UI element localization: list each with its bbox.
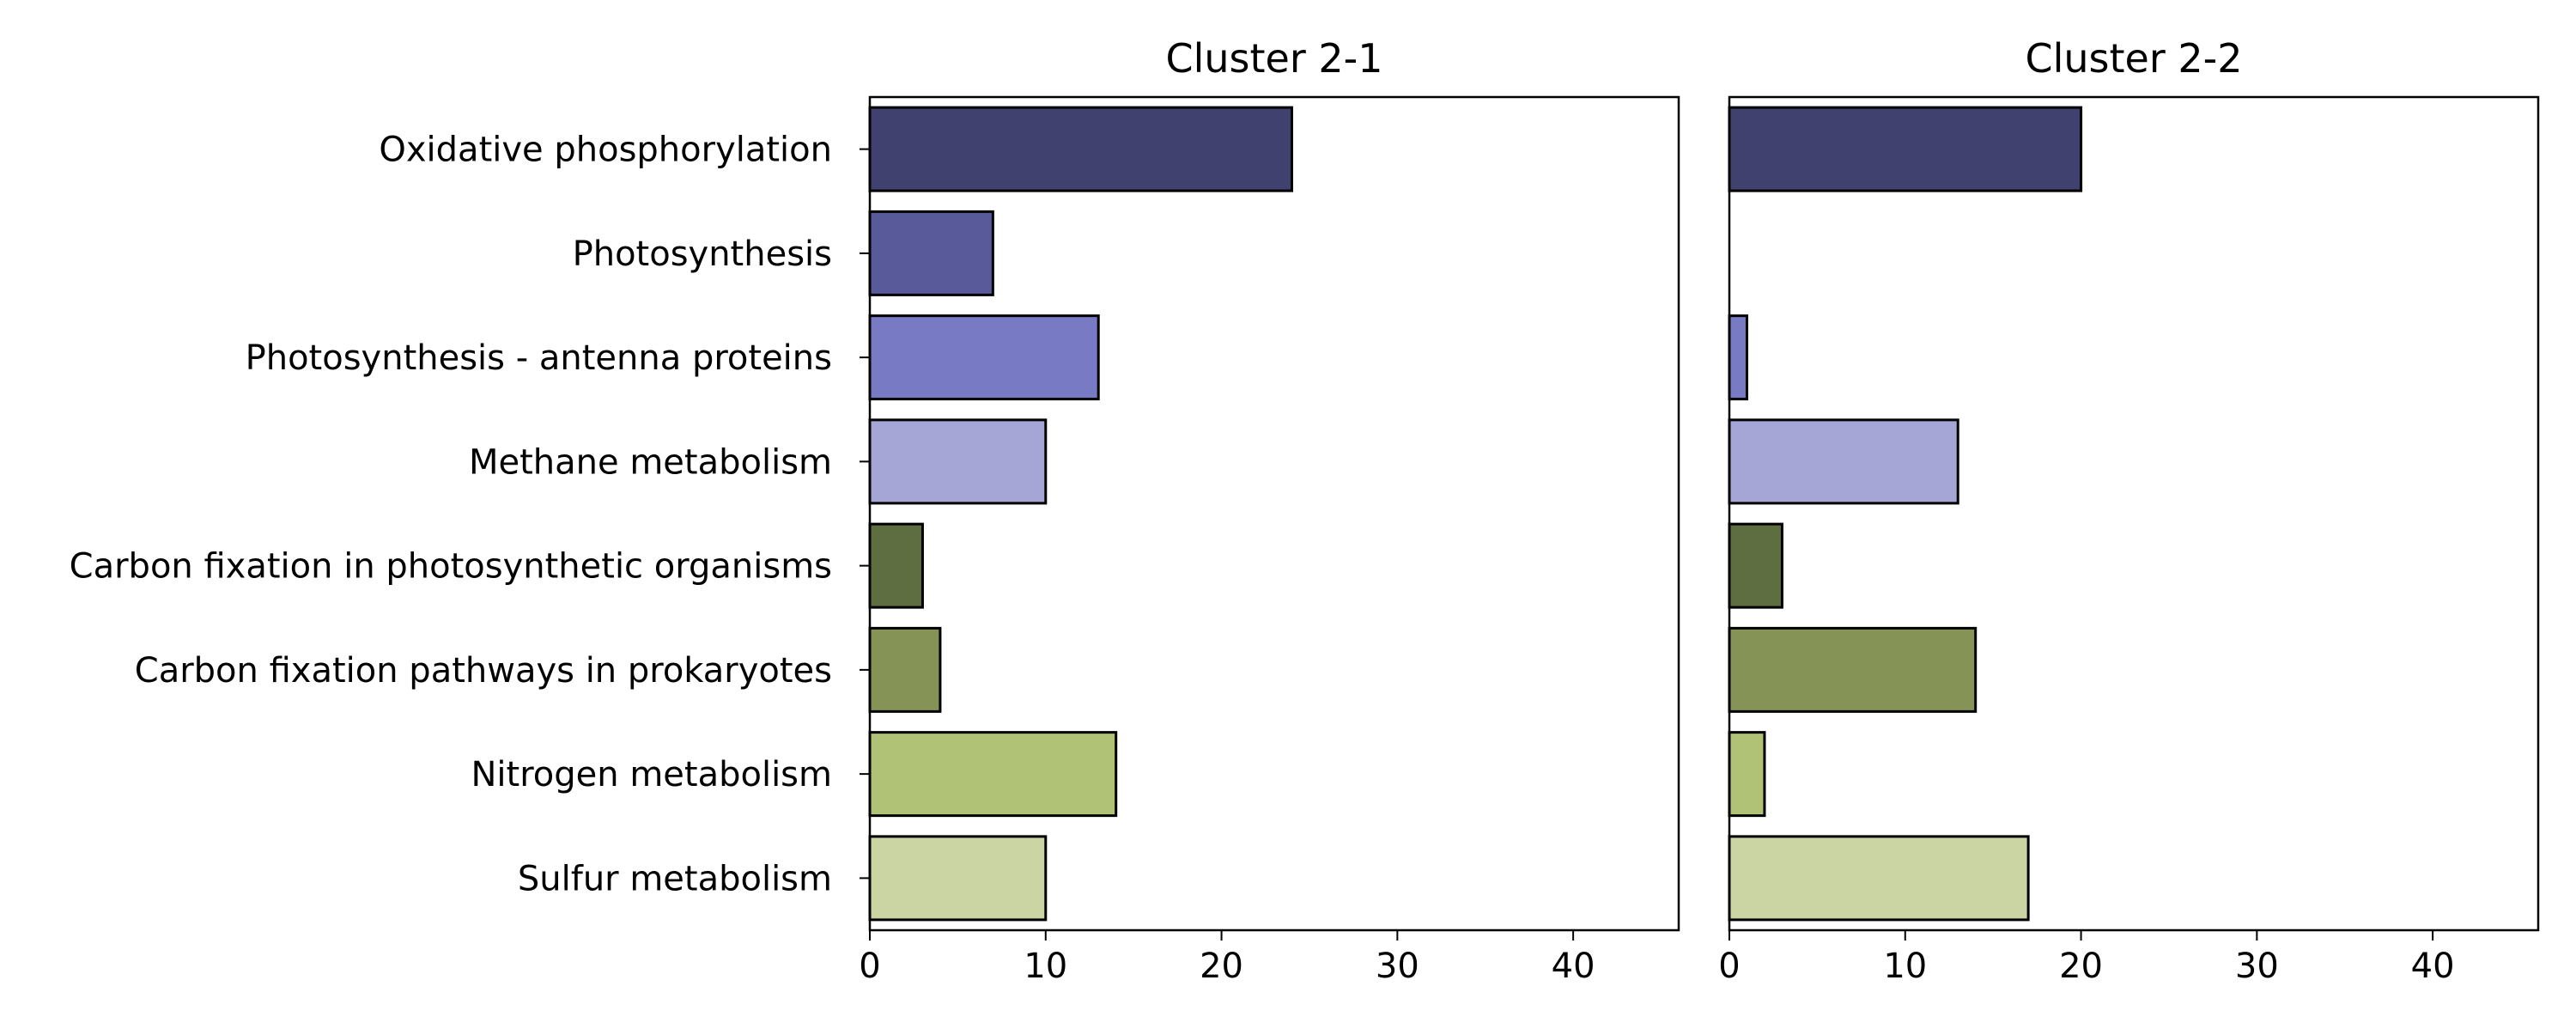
panel-title-1: Cluster 2-1 (1165, 35, 1382, 82)
bar-2-5 (1728, 522, 1783, 609)
category-label-5: Carbon fixation in photosynthetic organi… (70, 547, 832, 587)
axes-frame-2 (1728, 95, 2540, 932)
category-label-7: Nitrogen metabolism (471, 755, 833, 795)
bar-2-3 (1728, 314, 1748, 401)
bar-2-8 (1728, 835, 2030, 922)
bar-1-7 (868, 731, 1118, 818)
category-label-4: Methane metabolism (469, 442, 832, 482)
bar-2-7 (1728, 731, 1766, 818)
x-tick-label-2-3: 20 (2059, 947, 2103, 986)
category-label-6: Carbon fixation pathways in prokaryotes (135, 651, 832, 691)
x-tick-label-2-1: 0 (1718, 947, 1740, 986)
bar-2-4 (1728, 418, 1959, 505)
x-tick-label-1-3: 20 (1200, 947, 1243, 986)
bar-1-1 (868, 106, 1293, 192)
x-tick-label-1-1: 0 (859, 947, 880, 986)
x-tick-label-2-2: 10 (1883, 947, 1927, 986)
bar-1-6 (868, 626, 942, 713)
bar-1-8 (868, 835, 1048, 922)
x-tick-label-1-5: 40 (1552, 947, 1595, 986)
x-tick-label-2-5: 40 (2411, 947, 2455, 986)
panel-title-2: Cluster 2-2 (2025, 35, 2242, 82)
category-label-1: Oxidative phosphorylation (379, 131, 832, 170)
category-label-8: Sulfur metabolism (518, 859, 832, 898)
bar-1-2 (868, 210, 994, 296)
x-tick-label-2-4: 30 (2235, 947, 2279, 986)
bar-2-1 (1728, 106, 2083, 192)
axes-frame-1 (868, 95, 1680, 932)
bar-2-6 (1728, 626, 1978, 713)
x-tick-label-1-2: 10 (1024, 947, 1067, 986)
bar-1-3 (868, 314, 1100, 401)
category-label-2: Photosynthesis (573, 234, 832, 274)
bar-1-5 (868, 522, 924, 609)
x-tick-label-1-4: 30 (1376, 947, 1419, 986)
bar-1-4 (868, 418, 1048, 505)
category-label-3: Photosynthesis - antenna proteins (246, 338, 832, 378)
